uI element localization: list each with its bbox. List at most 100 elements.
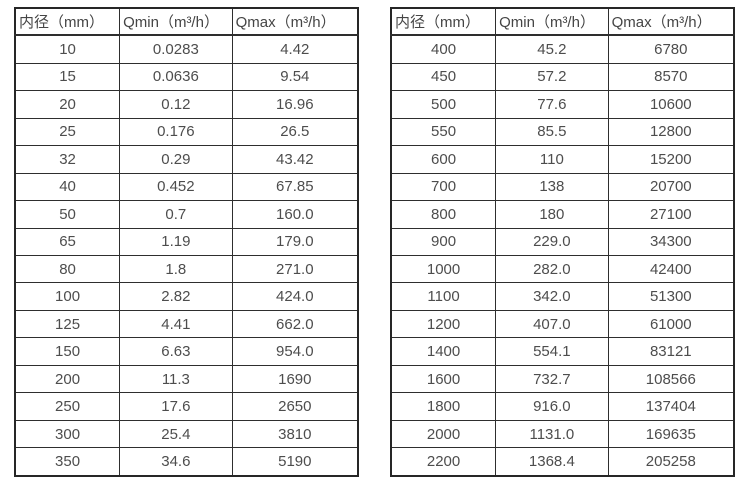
table-row: 1600 732.7 108566 <box>390 364 735 394</box>
table-cell: 800 <box>390 200 497 229</box>
table-cell: 1600 <box>390 364 497 394</box>
header-row: 内径（mm） Qmin（m³/h） Qmax（m³/h） <box>390 7 735 36</box>
table-cell: 1368.4 <box>495 447 609 477</box>
table-cell: 271.0 <box>231 254 359 284</box>
table-cell: 57.2 <box>495 62 609 92</box>
table-row: 1100 342.0 51300 <box>390 282 735 311</box>
table-cell: 45.2 <box>495 34 609 64</box>
table-row: 1800 916.0 137404 <box>390 392 735 421</box>
table-cell: 1.19 <box>119 227 233 256</box>
table-cell: 80 <box>14 254 121 284</box>
table-cell: 350 <box>14 447 121 477</box>
table-cell: 2200 <box>390 447 497 477</box>
table-cell: 450 <box>390 62 497 92</box>
table-row: 1000 282.0 42400 <box>390 254 735 284</box>
column-header: 内径（mm） <box>390 7 497 36</box>
table-row: 80 1.8 271.0 <box>14 254 359 284</box>
table-cell: 110 <box>495 145 609 174</box>
table-cell: 8570 <box>607 62 735 92</box>
table-cell: 662.0 <box>231 309 359 339</box>
table-row: 125 4.41 662.0 <box>14 309 359 339</box>
table-cell: 83121 <box>607 337 735 366</box>
table-cell: 108566 <box>607 364 735 394</box>
table-cell: 9.54 <box>231 62 359 92</box>
table-cell: 16.96 <box>231 90 359 119</box>
table-cell: 0.176 <box>119 117 233 147</box>
table-cell: 15 <box>14 62 121 92</box>
table-cell: 1400 <box>390 337 497 366</box>
table-cell: 1690 <box>231 364 359 394</box>
table-cell: 137404 <box>607 392 735 421</box>
table-cell: 67.85 <box>231 172 359 202</box>
table-row: 550 85.5 12800 <box>390 117 735 147</box>
table-cell: 1100 <box>390 282 497 311</box>
table-row: 700 138 20700 <box>390 172 735 202</box>
table-row: 40 0.452 67.85 <box>14 172 359 202</box>
table-cell: 1131.0 <box>495 419 609 449</box>
table-cell: 4.41 <box>119 309 233 339</box>
table-cell: 407.0 <box>495 309 609 339</box>
flow-range-table-right: 内径（mm） Qmin（m³/h） Qmax（m³/h） 400 45.2 6780 450… <box>390 7 735 477</box>
table-cell: 43.42 <box>231 145 359 174</box>
table-cell: 1000 <box>390 254 497 284</box>
table-cell: 85.5 <box>495 117 609 147</box>
table-cell: 1.8 <box>119 254 233 284</box>
table-cell: 0.0636 <box>119 62 233 92</box>
table-row: 15 0.0636 9.54 <box>14 62 359 92</box>
header-row: 内径（mm） Qmin（m³/h） Qmax（m³/h） <box>14 7 359 36</box>
table-cell: 229.0 <box>495 227 609 256</box>
table-cell: 700 <box>390 172 497 202</box>
table-cell: 26.5 <box>231 117 359 147</box>
table-row: 400 45.2 6780 <box>390 34 735 64</box>
table-cell: 34.6 <box>119 447 233 477</box>
table-cell: 160.0 <box>231 200 359 229</box>
table-cell: 282.0 <box>495 254 609 284</box>
table-cell: 27100 <box>607 200 735 229</box>
table-cell: 2650 <box>231 392 359 421</box>
table-cell: 42400 <box>607 254 735 284</box>
table-row: 450 57.2 8570 <box>390 62 735 92</box>
table-cell: 300 <box>14 419 121 449</box>
column-header: Qmin（m³/h） <box>495 7 609 36</box>
table-row: 500 77.6 10600 <box>390 90 735 119</box>
table-row: 65 1.19 179.0 <box>14 227 359 256</box>
table-row: 250 17.6 2650 <box>14 392 359 421</box>
table-row: 300 25.4 3810 <box>14 419 359 449</box>
table-row: 900 229.0 34300 <box>390 227 735 256</box>
column-header: Qmax（m³/h） <box>231 7 359 36</box>
column-header: Qmin（m³/h） <box>119 7 233 36</box>
table-row: 32 0.29 43.42 <box>14 145 359 174</box>
table-row: 1200 407.0 61000 <box>390 309 735 339</box>
table-row: 2000 1131.0 169635 <box>390 419 735 449</box>
table-cell: 40 <box>14 172 121 202</box>
table-cell: 25 <box>14 117 121 147</box>
table-row: 600 110 15200 <box>390 145 735 174</box>
table-cell: 51300 <box>607 282 735 311</box>
table-row: 200 11.3 1690 <box>14 364 359 394</box>
table-cell: 32 <box>14 145 121 174</box>
table-cell: 169635 <box>607 419 735 449</box>
table-cell: 2000 <box>390 419 497 449</box>
table-cell: 954.0 <box>231 337 359 366</box>
table-cell: 12800 <box>607 117 735 147</box>
table-row: 20 0.12 16.96 <box>14 90 359 119</box>
flow-range-table-left: 内径（mm） Qmin（m³/h） Qmax（m³/h） 10 0.0283 4.42 15… <box>14 7 359 477</box>
table-cell: 0.7 <box>119 200 233 229</box>
table-cell: 0.0283 <box>119 34 233 64</box>
table-cell: 250 <box>14 392 121 421</box>
table-cell: 10 <box>14 34 121 64</box>
table-cell: 15200 <box>607 145 735 174</box>
table-cell: 500 <box>390 90 497 119</box>
table-cell: 20700 <box>607 172 735 202</box>
table-cell: 4.42 <box>231 34 359 64</box>
table-cell: 11.3 <box>119 364 233 394</box>
table-row: 10 0.0283 4.42 <box>14 34 359 64</box>
table-cell: 100 <box>14 282 121 311</box>
table-cell: 1800 <box>390 392 497 421</box>
table-row: 350 34.6 5190 <box>14 447 359 477</box>
table-cell: 3810 <box>231 419 359 449</box>
table-cell: 2.82 <box>119 282 233 311</box>
table-cell: 125 <box>14 309 121 339</box>
table-cell: 600 <box>390 145 497 174</box>
